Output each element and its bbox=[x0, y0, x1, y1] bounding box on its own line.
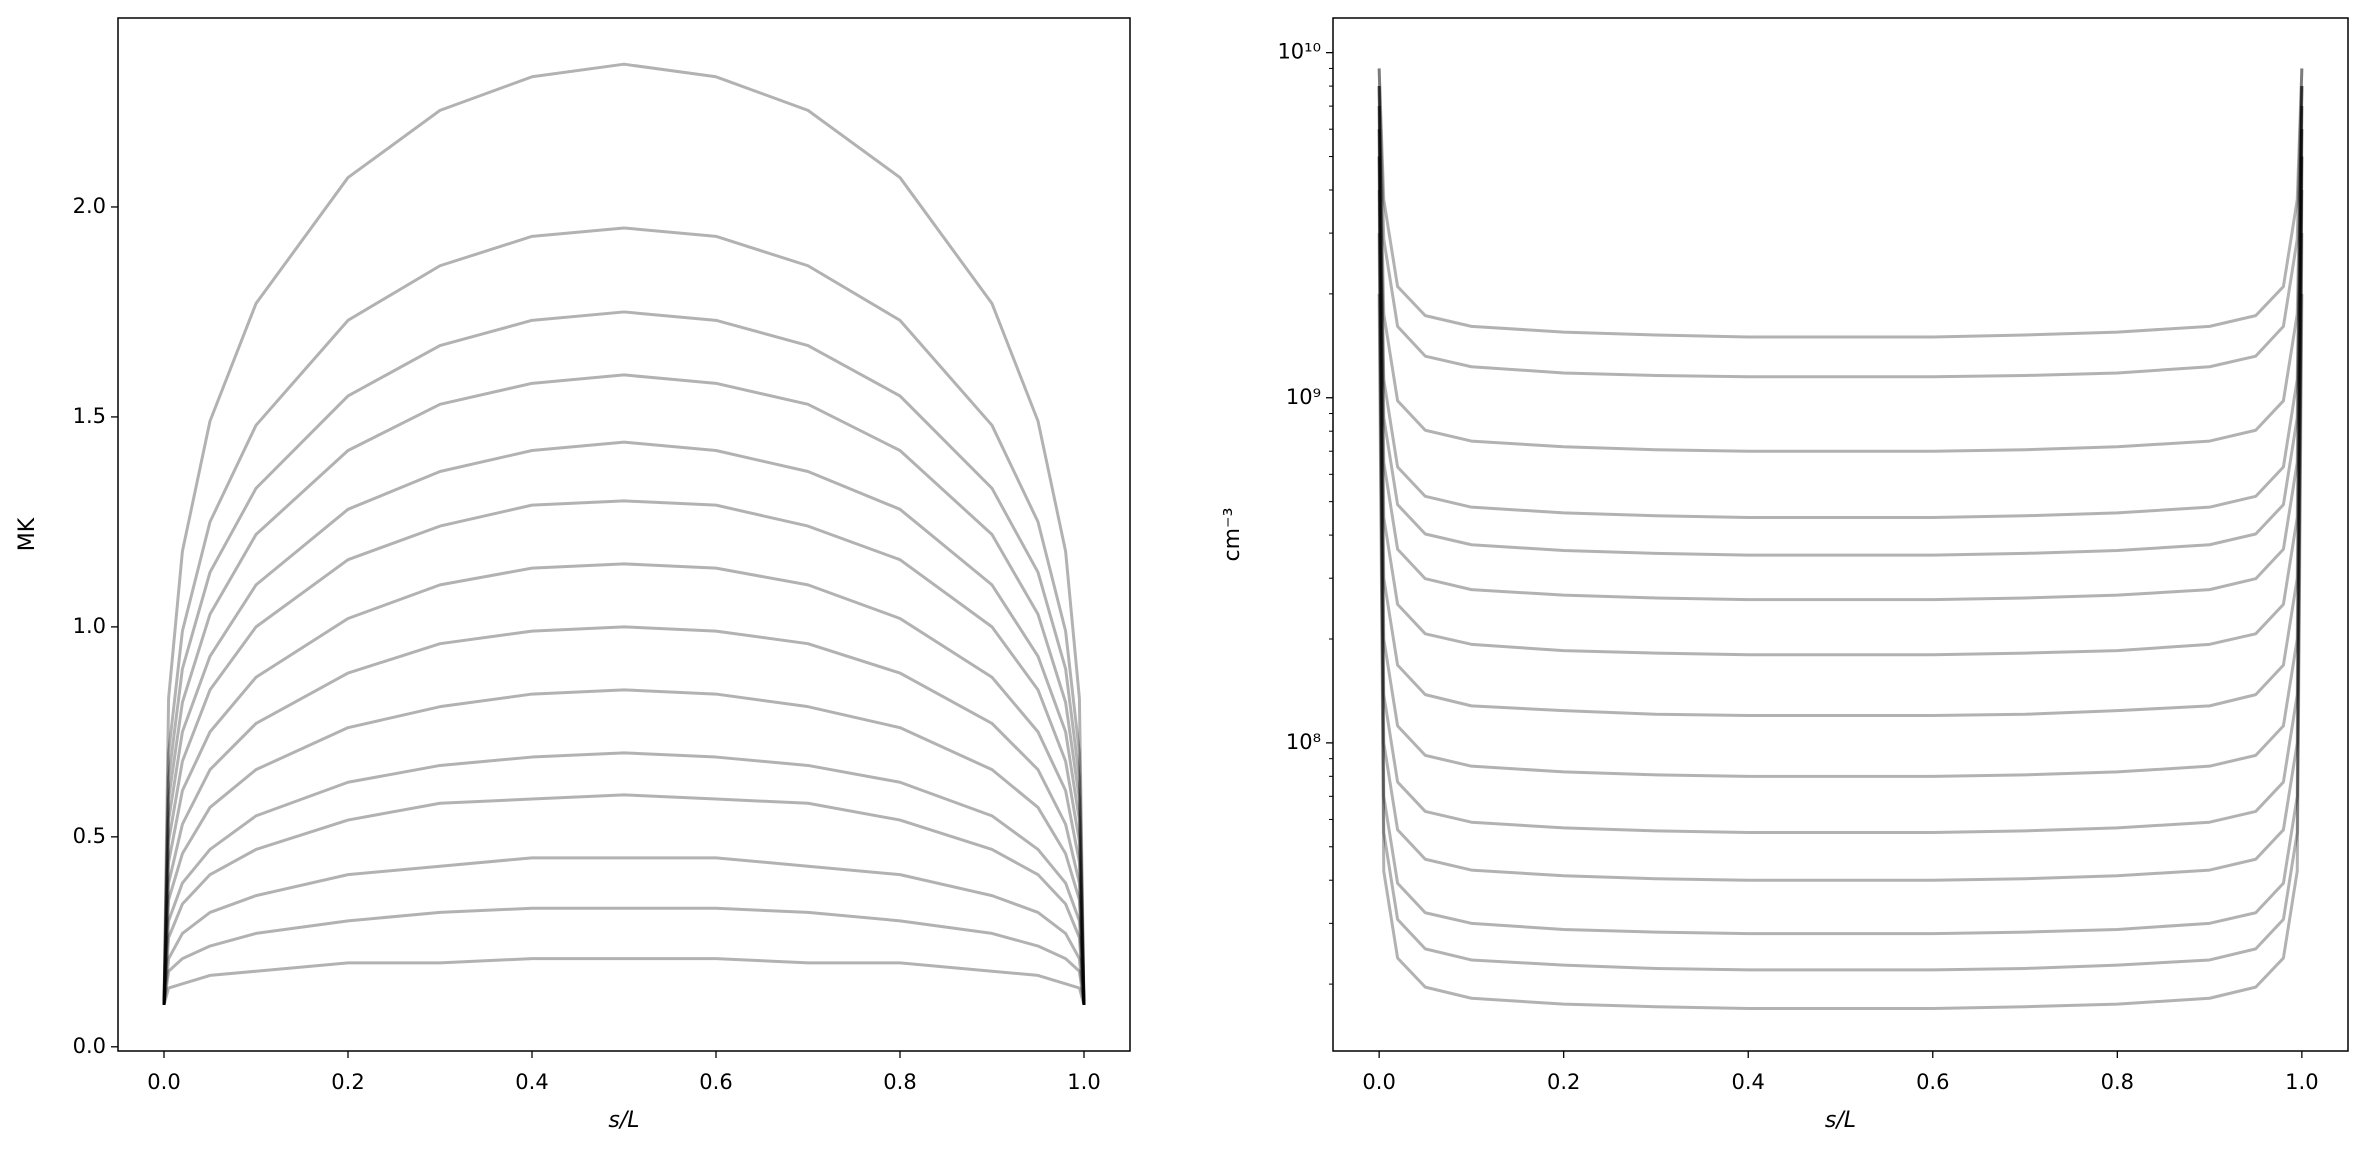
profile-line bbox=[162, 793, 1086, 1005]
profile-line bbox=[1377, 293, 2304, 1010]
x-tick-label: 1.0 bbox=[2285, 1070, 2318, 1094]
x-tick-label: 1.0 bbox=[1067, 1070, 1100, 1094]
profile-line bbox=[1377, 68, 2304, 379]
profile-line bbox=[1377, 233, 2304, 972]
profile-line bbox=[1377, 106, 2304, 602]
profile-line bbox=[162, 226, 1086, 1005]
axes: 0.0 0.2 0.4 0.6 0.8 1.0 10⁸ 10⁹ 10¹⁰ s/L cm⁻³ bbox=[1220, 17, 2349, 1133]
profile-line bbox=[162, 499, 1086, 1005]
x-tick-label: 0.6 bbox=[1916, 1070, 1949, 1094]
profile-line bbox=[162, 562, 1086, 1005]
x-axis-label: s/L bbox=[608, 1108, 639, 1133]
x-tick-label: 0.2 bbox=[331, 1070, 364, 1094]
y-axis-label: cm⁻³ bbox=[1220, 508, 1245, 562]
y-tick-label: 10¹⁰ bbox=[1277, 40, 1321, 64]
profile-line bbox=[162, 688, 1086, 1005]
x-tick-label: 0.0 bbox=[147, 1070, 180, 1094]
profile-line bbox=[162, 856, 1086, 1005]
profile-line bbox=[1377, 156, 2304, 834]
x-tick-label: 0.8 bbox=[883, 1070, 916, 1094]
profile-line bbox=[162, 62, 1086, 1005]
profile-line bbox=[1377, 129, 2304, 718]
y-tick-label: 10⁸ bbox=[1286, 730, 1321, 754]
profile-line bbox=[1377, 156, 2304, 882]
x-tick-label: 0.6 bbox=[699, 1070, 732, 1094]
profile-line bbox=[162, 906, 1086, 1006]
axes: 0.0 0.2 0.4 0.6 0.8 1.0 0.0 0.5 1.0 1.5 2.0 s/L MK bbox=[15, 17, 1131, 1133]
y-tick-label: 0.0 bbox=[73, 1034, 106, 1058]
profile-line bbox=[162, 751, 1086, 1005]
x-axis-label: s/L bbox=[1825, 1108, 1856, 1133]
x-tick-label: 0.2 bbox=[1547, 1070, 1580, 1094]
y-tick-label: 1.0 bbox=[73, 614, 106, 638]
profile-line bbox=[1377, 86, 2304, 519]
y-tick-label: 1.5 bbox=[73, 404, 106, 428]
profile-line bbox=[162, 625, 1086, 1005]
profile-line bbox=[162, 957, 1086, 1006]
x-tick-label: 0.4 bbox=[1732, 1070, 1765, 1094]
profile-line bbox=[162, 373, 1086, 1005]
y-tick-label: 10⁹ bbox=[1286, 385, 1321, 409]
axes-frame bbox=[117, 17, 1131, 1052]
y-axis-label: MK bbox=[15, 517, 40, 551]
profile-line bbox=[162, 440, 1086, 1005]
profile-line bbox=[1377, 86, 2304, 453]
x-tick-label: 0.4 bbox=[515, 1070, 548, 1094]
profile-line bbox=[1377, 129, 2304, 778]
profile-line bbox=[162, 310, 1086, 1005]
profile-line bbox=[1377, 68, 2304, 339]
profile-line bbox=[1377, 189, 2304, 936]
profile-line bbox=[1377, 86, 2304, 557]
x-tick-label: 0.0 bbox=[1362, 1070, 1395, 1094]
axes-frame bbox=[1332, 17, 2349, 1052]
y-tick-label: 2.0 bbox=[73, 194, 106, 218]
profile-line bbox=[1377, 106, 2304, 657]
y-tick-label: 0.5 bbox=[73, 824, 106, 848]
x-tick-label: 0.8 bbox=[2101, 1070, 2134, 1094]
